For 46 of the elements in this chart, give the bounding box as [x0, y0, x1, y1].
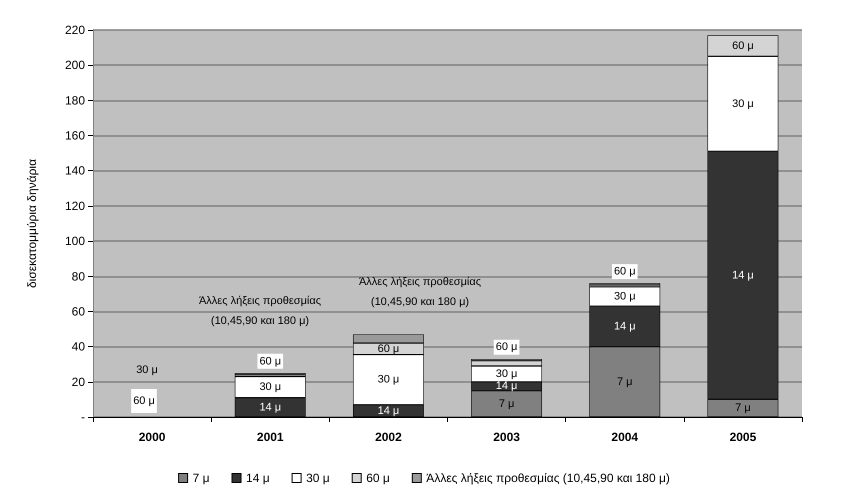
x-tick-label: 2004: [611, 430, 638, 444]
text: 60 μ: [378, 342, 400, 355]
y-tick-label: 120: [64, 198, 86, 213]
text: 30 μ: [732, 98, 754, 110]
text: 7 μ: [735, 402, 751, 414]
text: 60 μ: [259, 355, 282, 368]
text: 30 μ: [378, 374, 400, 386]
legend-label: 7 μ: [192, 471, 210, 485]
text: 30 μ: [496, 368, 518, 380]
annotation: Άλλες λήξεις προθεσμίας (10,45,90 και 180 μ): [358, 276, 482, 308]
text: 14 μ: [732, 269, 754, 282]
y-tick-label: 80: [72, 269, 86, 284]
y-axis-title: δισεκατομμύρια δηνάρια: [25, 158, 39, 288]
annotation: Άλλες λήξεις προθεσμίας (10,45,90 και 180 μ): [198, 295, 322, 327]
text: 60 μ: [732, 40, 754, 52]
y-tick-label: 180: [64, 93, 86, 108]
text: 14 μ: [378, 404, 400, 417]
x-tick-label: 2002: [375, 430, 402, 444]
text: 7 μ: [498, 398, 514, 410]
text: 14 μ: [259, 401, 282, 414]
y-tick-label: 220: [64, 23, 86, 37]
y-tick-label: 140: [64, 164, 86, 178]
text: 14 μ: [614, 320, 636, 332]
text: 7 μ: [616, 376, 633, 388]
text: 60 μ: [496, 341, 518, 354]
text: 30 μ: [259, 381, 282, 394]
annotation: 60 μ: [133, 395, 155, 407]
x-tick-label: 2005: [730, 430, 757, 444]
y-tick-label: 160: [64, 128, 86, 143]
y-tick-label: -: [81, 410, 85, 424]
y-tick-label: 20: [72, 374, 86, 389]
text: 14 μ: [496, 380, 518, 392]
x-tick-label: 2000: [138, 430, 166, 444]
legend-label: 14 μ: [246, 471, 270, 485]
legend-label: Άλλες λήξεις προθεσμίας (10,45,90 και 180 μ): [426, 471, 670, 485]
y-tick-label: 60: [72, 304, 86, 318]
x-tick-label: 2003: [493, 430, 520, 444]
legend-label: 60 μ: [366, 471, 390, 485]
legend-label: 30 μ: [306, 471, 330, 485]
y-tick-label: 100: [64, 234, 86, 248]
text: 30 μ: [614, 290, 636, 302]
x-tick-label: 2001: [256, 430, 284, 444]
y-tick-label: 40: [72, 340, 86, 354]
annotation: 30 μ: [136, 364, 158, 376]
text: 60 μ: [614, 266, 636, 278]
y-tick-label: 200: [64, 58, 86, 72]
